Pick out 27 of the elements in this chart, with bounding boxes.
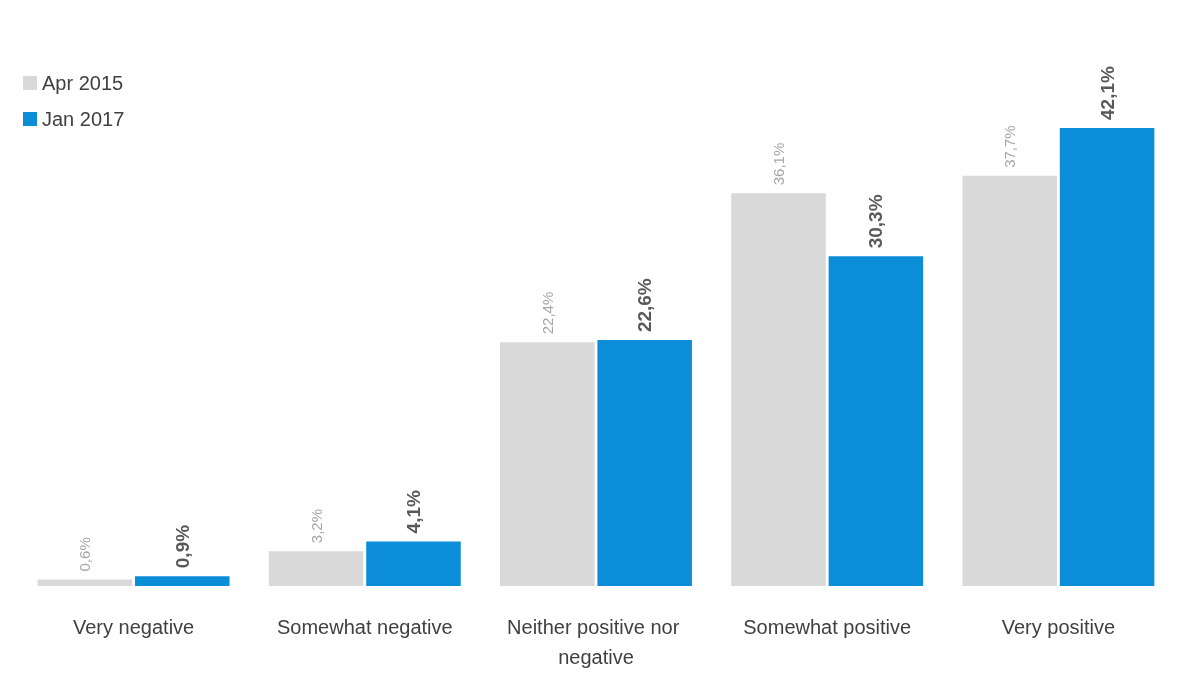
legend-label: Jan 2017	[42, 108, 125, 130]
bar	[366, 541, 461, 586]
bar	[731, 193, 826, 586]
bar	[828, 256, 924, 586]
bar	[268, 551, 364, 586]
bar	[135, 576, 230, 586]
x-tick-label: Somewhat negative	[276, 616, 453, 638]
data-label: 30,3%	[865, 194, 887, 249]
bar	[962, 175, 1057, 586]
x-tick-label: Very negative	[73, 616, 195, 638]
data-label: 4,1%	[402, 489, 424, 534]
bar	[500, 342, 595, 586]
bar	[1059, 127, 1155, 586]
data-label: 37,7%	[1001, 125, 1019, 168]
data-label: 0,6%	[76, 537, 94, 572]
x-tick-label: Neither positive nor negative	[507, 616, 685, 668]
bar	[37, 579, 133, 586]
legend-label: Apr 2015	[42, 72, 124, 94]
data-label: 36,1%	[770, 142, 788, 186]
x-tick-label: Somewhat positive	[743, 616, 912, 638]
data-label: 22,6%	[634, 278, 656, 333]
data-label: 42,1%	[1096, 65, 1118, 120]
data-label: 3,2%	[307, 508, 325, 544]
x-tick-label: Very positive	[1001, 616, 1116, 638]
bar	[597, 340, 692, 586]
data-label: 22,4%	[538, 291, 556, 335]
data-label: 0,9%	[171, 524, 193, 569]
